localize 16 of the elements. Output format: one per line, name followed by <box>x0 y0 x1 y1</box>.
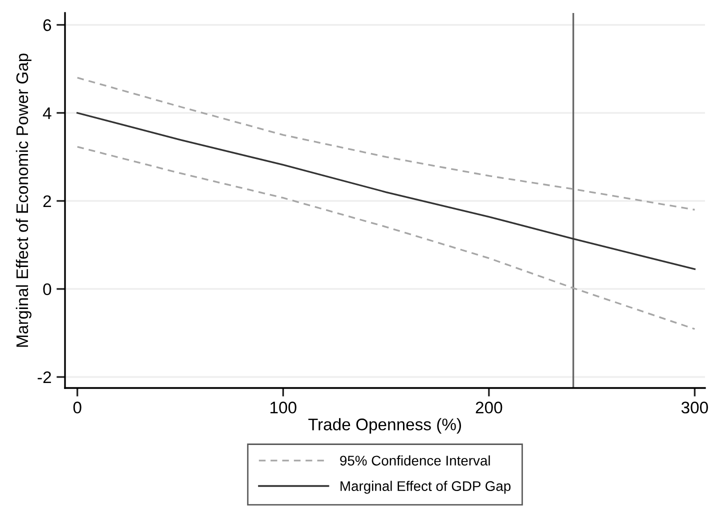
line-series <box>76 76 696 211</box>
x-tick-label: 300 <box>681 402 708 414</box>
legend-label: 95% Confidence Interval <box>340 455 490 466</box>
x-tick-label: 0 <box>73 402 82 414</box>
line-series <box>76 112 696 270</box>
y-tick-label: 4 <box>42 107 52 119</box>
y-tick-label: 6 <box>43 19 52 32</box>
x-tick-label: 200 <box>476 402 502 414</box>
y-tick-label: 0 <box>43 283 52 296</box>
line-series <box>76 146 696 330</box>
x-tick-label: 100 <box>270 402 296 414</box>
y-tick-label: 2 <box>43 195 51 207</box>
legend-label: Marginal Effect of GDP Gap <box>340 480 511 494</box>
x-axis-title: Trade Openness (%) <box>308 418 462 434</box>
y-axis-title: Marginal Effect of Economic Power Gap <box>16 54 32 347</box>
y-tick-label: -2 <box>38 371 51 384</box>
